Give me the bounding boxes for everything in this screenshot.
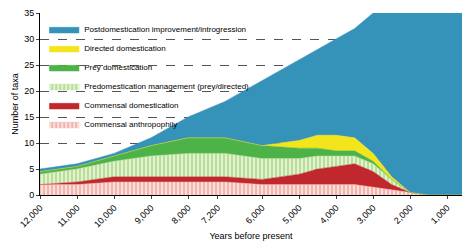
svg-text:1,000: 1,000 — [429, 203, 452, 226]
svg-text:11,000: 11,000 — [56, 203, 82, 229]
svg-text:35: 35 — [24, 8, 34, 18]
svg-text:10,000: 10,000 — [92, 203, 119, 230]
svg-text:25: 25 — [24, 60, 34, 70]
svg-text:7,200: 7,200 — [199, 203, 222, 226]
svg-text:2,000: 2,000 — [392, 203, 415, 226]
svg-text:30: 30 — [24, 34, 34, 44]
svg-text:Directed domestication: Directed domestication — [84, 44, 165, 53]
svg-text:Prey domestication: Prey domestication — [84, 63, 152, 72]
svg-text:Commensal domestication: Commensal domestication — [84, 101, 178, 110]
svg-text:15: 15 — [24, 112, 34, 122]
svg-text:Predomestication management (p: Predomestication management (prey/direct… — [84, 82, 249, 91]
svg-text:10: 10 — [24, 138, 34, 148]
svg-text:6,000: 6,000 — [244, 203, 267, 226]
svg-text:20: 20 — [24, 86, 34, 96]
svg-text:Postdomestication improvement/: Postdomestication improvement/introgress… — [84, 25, 246, 34]
svg-text:8,000: 8,000 — [170, 203, 193, 226]
svg-text:Years before present: Years before present — [209, 231, 293, 241]
svg-text:5: 5 — [29, 164, 34, 174]
svg-text:9,000: 9,000 — [133, 203, 156, 226]
svg-text:5,000: 5,000 — [281, 203, 304, 226]
svg-text:Commensal anthropophily: Commensal anthropophily — [84, 120, 177, 129]
svg-text:12,000: 12,000 — [18, 203, 45, 230]
svg-text:4,000: 4,000 — [318, 203, 341, 226]
svg-text:3,000: 3,000 — [355, 203, 378, 226]
svg-text:0: 0 — [29, 190, 34, 200]
svg-text:Number of taxa: Number of taxa — [10, 73, 20, 135]
